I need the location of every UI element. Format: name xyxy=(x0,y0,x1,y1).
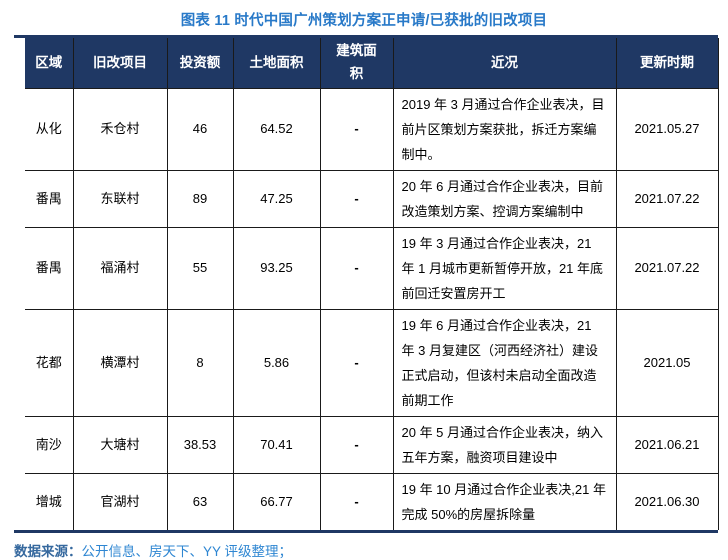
cell-region: 番禺 xyxy=(25,227,74,310)
cell-land-area: 64.52 xyxy=(232,88,321,171)
table-row: 南沙 大塘村 38.53 70.41 - 20 年 5 月通过合作企业表决，纳入… xyxy=(25,416,719,474)
cell-status: 2019 年 3 月通过合作企业表决，目前片区策划方案获批，拆迁方案编制中。 xyxy=(392,88,617,171)
cell-status: 19 年 10 月通过合作企业表决,21 年完成 50%的房屋拆除量 xyxy=(392,473,617,530)
cell-land-area: 70.41 xyxy=(232,416,321,474)
cell-investment: 89 xyxy=(166,170,234,228)
cell-region: 增城 xyxy=(25,473,74,530)
table-row: 花都 横潭村 8 5.86 - 19 年 6 月通过合作企业表决，21 年 3 … xyxy=(25,309,719,417)
cell-investment: 8 xyxy=(166,309,234,417)
cell-building-area: - xyxy=(319,416,394,474)
cell-region: 番禺 xyxy=(25,170,74,228)
data-source-note: 数据来源：公开信息、房天下、YY 评级整理； xyxy=(14,540,728,560)
col-header-land-area: 土地面积 xyxy=(232,38,321,89)
cell-land-area: 47.25 xyxy=(232,170,321,228)
cell-building-area: - xyxy=(319,88,394,171)
table-body: 从化 禾仓村 46 64.52 - 2019 年 3 月通过合作企业表决，目前片… xyxy=(25,88,719,530)
cell-investment: 46 xyxy=(166,88,234,171)
col-header-updated: 更新时期 xyxy=(615,38,719,89)
col-header-building-area: 建筑面积 xyxy=(319,38,394,89)
cell-land-area: 5.86 xyxy=(232,309,321,417)
cell-project: 禾仓村 xyxy=(72,88,168,171)
cell-building-area: - xyxy=(319,473,394,530)
col-header-investment: 投资额 xyxy=(166,38,234,89)
cell-project: 横潭村 xyxy=(72,309,168,417)
cell-project: 大塘村 xyxy=(72,416,168,474)
cell-land-area: 93.25 xyxy=(232,227,321,310)
cell-building-area: - xyxy=(319,227,394,310)
cell-region: 花都 xyxy=(25,309,74,417)
cell-project: 官湖村 xyxy=(72,473,168,530)
table-row: 从化 禾仓村 46 64.52 - 2019 年 3 月通过合作企业表决，目前片… xyxy=(25,88,719,171)
top-rule xyxy=(14,35,718,38)
cell-updated: 2021.05 xyxy=(615,309,719,417)
table-header: 区域 旧改项目 投资额 土地面积 建筑面积 近况 更新时期 xyxy=(25,38,719,89)
table-row: 增城 官湖村 63 66.77 - 19 年 10 月通过合作企业表决,21 年… xyxy=(25,473,719,530)
cell-land-area: 66.77 xyxy=(232,473,321,530)
cell-region: 南沙 xyxy=(25,416,74,474)
cell-investment: 55 xyxy=(166,227,234,310)
table-row: 番禺 东联村 89 47.25 - 20 年 6 月通过合作企业表决，目前改造策… xyxy=(25,170,719,228)
figure-title: 图表 11 时代中国广州策划方案正申请/已获批的旧改项目 xyxy=(180,13,548,29)
bottom-rule xyxy=(14,530,718,533)
cell-project: 福涌村 xyxy=(72,227,168,310)
col-header-project: 旧改项目 xyxy=(72,38,168,89)
cell-status: 20 年 6 月通过合作企业表决，目前改造策划方案、控调方案编制中 xyxy=(392,170,617,228)
table-row: 番禺 福涌村 55 93.25 - 19 年 3 月通过合作企业表决，21 年 … xyxy=(25,227,719,310)
cell-updated: 2021.05.27 xyxy=(615,88,719,171)
cell-building-area: - xyxy=(319,309,394,417)
cell-updated: 2021.07.22 xyxy=(615,170,719,228)
cell-updated: 2021.07.22 xyxy=(615,227,719,310)
cell-updated: 2021.06.21 xyxy=(615,416,719,474)
cell-updated: 2021.06.30 xyxy=(615,473,719,530)
cell-investment: 38.53 xyxy=(166,416,234,474)
col-header-region: 区域 xyxy=(25,38,74,89)
cell-project: 东联村 xyxy=(72,170,168,228)
cell-status: 19 年 6 月通过合作企业表决，21 年 3 月复建区（河西经济社）建设正式启… xyxy=(392,309,617,417)
cell-status: 20 年 5 月通过合作企业表决，纳入五年方案，融资项目建设中 xyxy=(392,416,617,474)
col-header-status: 近况 xyxy=(392,38,617,89)
cell-status: 19 年 3 月通过合作企业表决，21 年 1 月城市更新暂停开放，21 年底前… xyxy=(392,227,617,310)
projects-table: 区域 旧改项目 投资额 土地面积 建筑面积 近况 更新时期 从化 禾仓村 46 … xyxy=(25,38,719,530)
data-source-label: 数据来源： xyxy=(14,544,82,559)
data-source-list: 公开信息、房天下、YY 评级整理； xyxy=(81,544,293,559)
cell-building-area: - xyxy=(319,170,394,228)
cell-region: 从化 xyxy=(25,88,74,171)
cell-investment: 63 xyxy=(166,473,234,530)
